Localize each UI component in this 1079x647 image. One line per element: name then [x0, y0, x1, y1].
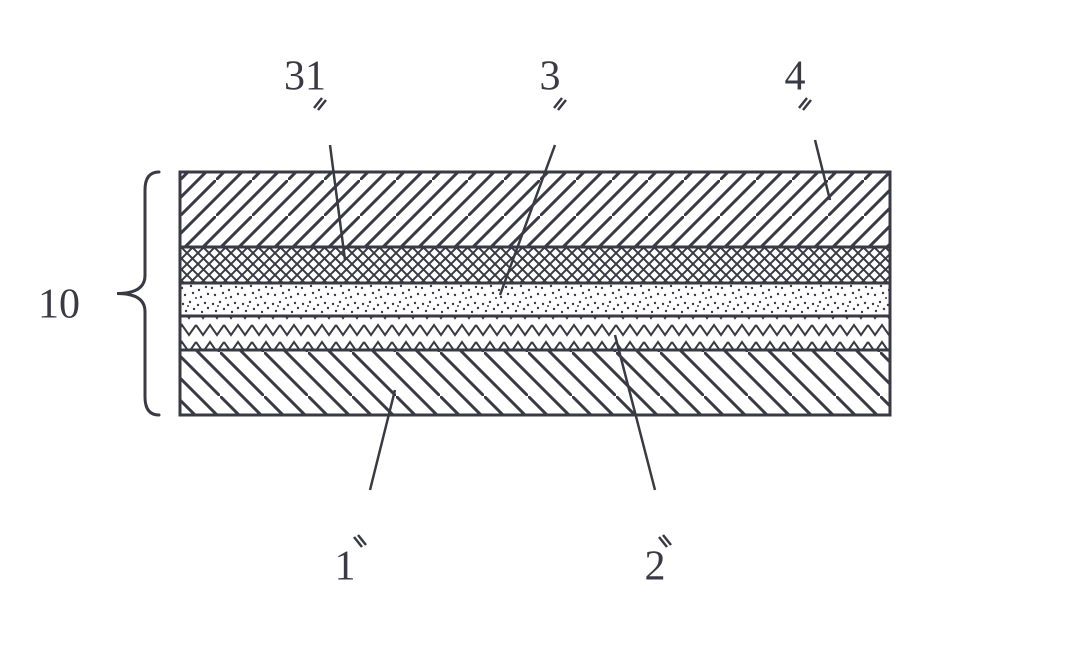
squiggle-4 [799, 98, 811, 110]
label-3: 3 [540, 54, 561, 100]
label-10: 10 [38, 282, 80, 328]
layer-4 [180, 172, 890, 247]
label-4: 4 [785, 54, 806, 100]
layer-3 [180, 283, 890, 316]
curly-brace [117, 172, 159, 415]
label-2: 2 [645, 544, 666, 590]
label-1: 1 [335, 544, 356, 590]
squiggle-3 [554, 98, 566, 110]
layer-diagram: 10 31 3 4 1 2 [0, 0, 1079, 647]
layer-1 [180, 350, 890, 415]
squiggle-1 [354, 535, 366, 547]
layer-31 [180, 247, 890, 283]
squiggle-31 [314, 98, 326, 110]
label-31: 31 [284, 54, 326, 100]
layer-2 [180, 316, 890, 350]
brace [117, 172, 159, 415]
layer-stack [180, 172, 890, 415]
